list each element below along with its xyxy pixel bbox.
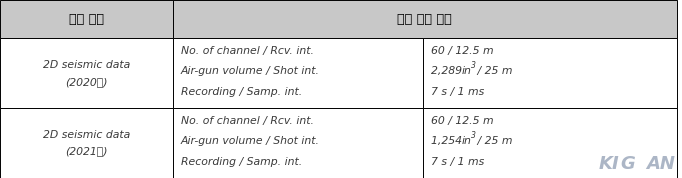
Bar [173,108,423,178]
Bar [173,38,423,108]
Bar [0,0,173,38]
Text: 2D seismic data: 2D seismic data [43,130,130,140]
Text: Air-gun volume / Shot int.: Air-gun volume / Shot int. [181,136,320,146]
Bar [0,108,173,178]
Text: 2,289: 2,289 [431,66,466,77]
Bar [423,38,677,108]
Text: Air-gun volume / Shot int.: Air-gun volume / Shot int. [181,66,320,77]
Text: KI: KI [599,155,619,172]
Text: 60 / 12.5 m: 60 / 12.5 m [431,116,494,126]
Bar [173,0,677,38]
Text: Recording / Samp. int.: Recording / Samp. int. [181,157,302,167]
Text: 1,254: 1,254 [431,136,466,146]
Text: 7 s / 1 ms: 7 s / 1 ms [431,87,484,97]
Text: 60 / 12.5 m: 60 / 12.5 m [431,46,494,56]
Text: 3: 3 [471,131,475,140]
Text: AN: AN [647,155,675,172]
Bar [0,38,173,108]
Text: 7 s / 1 ms: 7 s / 1 ms [431,157,484,167]
Bar [423,108,677,178]
Text: G: G [620,155,635,172]
Text: 2D seismic data: 2D seismic data [43,60,130,70]
Text: Recording / Samp. int.: Recording / Samp. int. [181,87,302,97]
Text: 주요 탐사 변수: 주요 탐사 변수 [398,13,452,26]
Text: 3: 3 [471,61,475,70]
Text: (2021년): (2021년) [65,146,108,156]
Text: No. of channel / Rcv. int.: No. of channel / Rcv. int. [181,116,314,126]
Text: / 25 m: / 25 m [474,136,513,146]
Text: in: in [461,136,471,146]
Text: 탐사 구분: 탐사 구분 [69,13,104,26]
Text: (2020년): (2020년) [65,77,108,87]
Text: in: in [461,66,471,77]
Text: No. of channel / Rcv. int.: No. of channel / Rcv. int. [181,46,314,56]
Text: / 25 m: / 25 m [474,66,513,77]
